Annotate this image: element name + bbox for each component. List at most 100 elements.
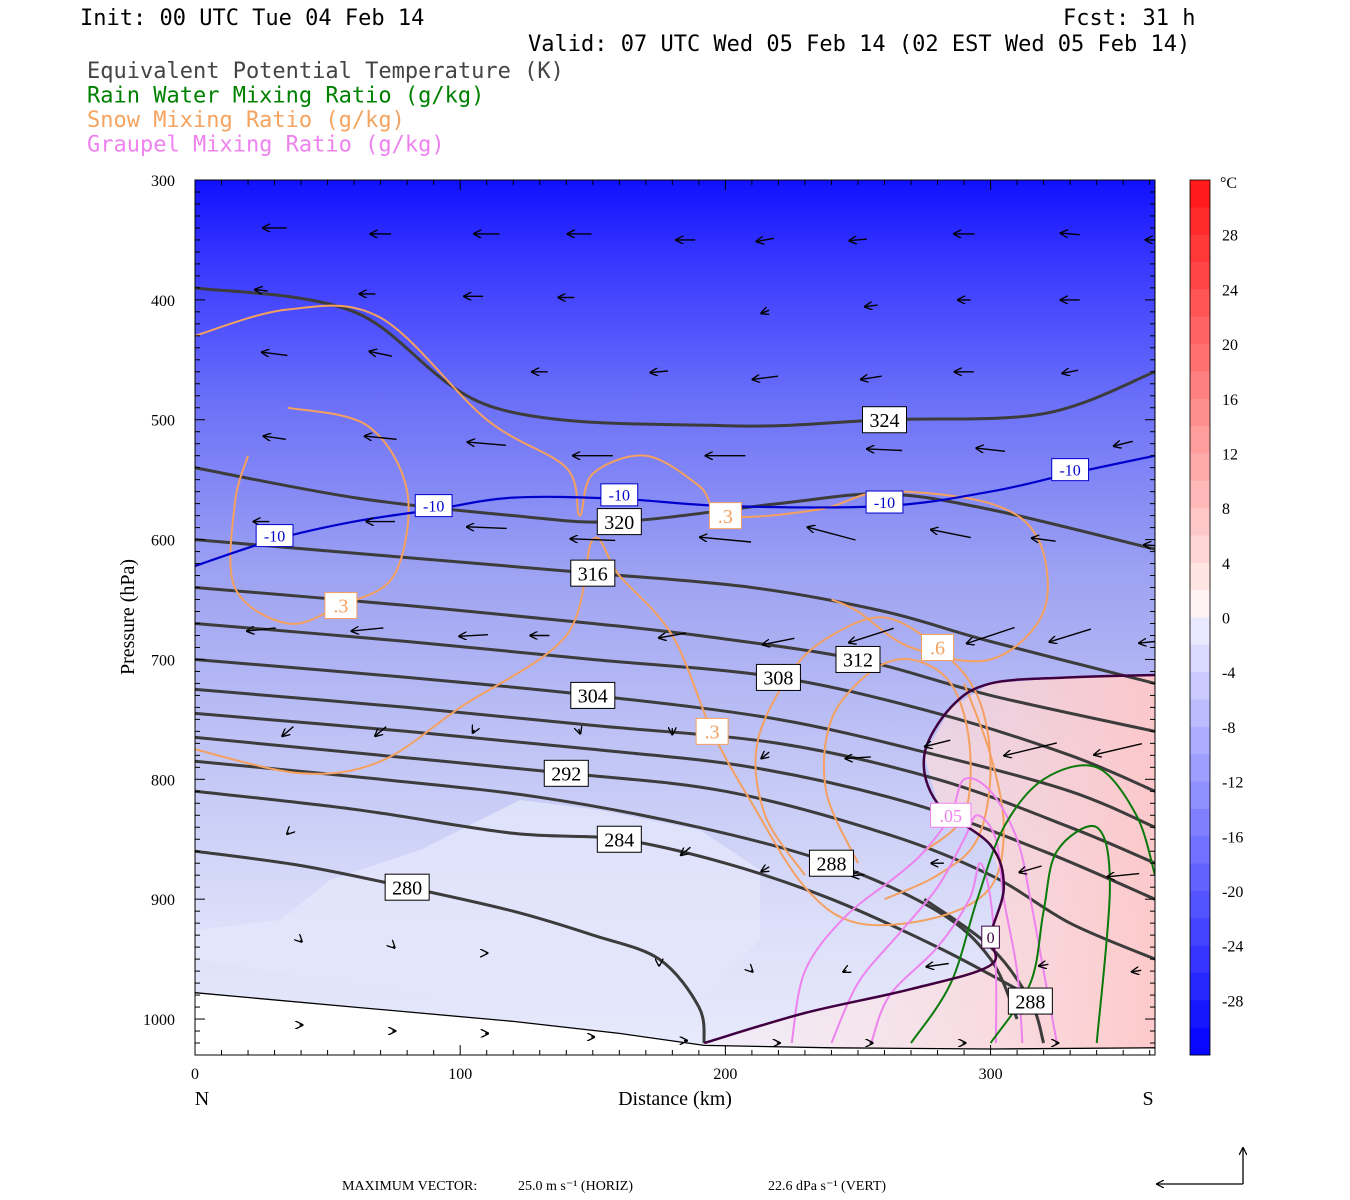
svg-text:-10: -10: [423, 498, 444, 515]
wind-vector: [247, 628, 276, 631]
svg-text:.3: .3: [333, 596, 348, 618]
max-vector-label: MAXIMUM VECTOR:: [342, 1179, 477, 1194]
y-axis-label: Pressure (hPa): [117, 559, 139, 675]
wind-vector: [756, 238, 775, 241]
y-tick-label: 300: [151, 173, 175, 190]
terrain-fill: [195, 992, 1155, 1055]
colorbar: 28 24 20 16 12 8 4 0 -4 -8 -12 -16 -20 -24 -28: [1189, 179, 1243, 1056]
rain-contour: [989, 825, 1111, 1044]
colorbar-tick-label: 12: [1222, 446, 1238, 463]
wind-vector: [849, 239, 867, 241]
wind-vector: [1094, 743, 1143, 755]
theta-e-contour: [195, 622, 1155, 793]
wind-vector: [925, 739, 951, 746]
colorbar-swatch: [1190, 344, 1210, 372]
x-tick-label: 200: [713, 1066, 737, 1083]
theta-e-label: 316: [570, 559, 616, 587]
svg-text:-10: -10: [874, 495, 895, 512]
snow-label: .6: [921, 633, 955, 661]
theta-e-label: 304: [570, 681, 616, 709]
svg-text:316: 316: [578, 563, 608, 585]
svg-text:284: 284: [604, 829, 634, 851]
colorbar-swatch: [1190, 535, 1210, 564]
colorbar-swatch: [1190, 699, 1210, 728]
colorbar-frame: [1189, 179, 1211, 1056]
colorbar-swatch: [1190, 1000, 1210, 1029]
wind-vector: [1144, 545, 1155, 547]
svg-text:0: 0: [987, 930, 995, 947]
theta-e-contour: [195, 466, 1155, 551]
colorbar-tick-label: -16: [1222, 829, 1243, 846]
colorbar-tick-label: 20: [1222, 337, 1238, 354]
wind-vector: [287, 833, 289, 835]
wind-vector: [926, 964, 949, 967]
plot-area: 280 284 288 292 304 308 312 316 320 324 288 .3 .3 .3.…: [195, 180, 1155, 1055]
axes: 300 400 500 600 700 800 900 1000 0 100 200 300: [143, 173, 1155, 1083]
plot-frame: [194, 179, 1156, 1056]
isotherm-zero: [703, 673, 1155, 1045]
wind-vector: [762, 637, 795, 644]
wind-vector: [1062, 370, 1079, 373]
colorbar-tick-label: 0: [1222, 611, 1230, 628]
theta-e-label: 292: [543, 759, 589, 787]
colorbar-swatch: [1190, 617, 1210, 646]
wind-vector: [1049, 628, 1092, 642]
isotherm-minus10-label: -10: [414, 494, 453, 518]
colorbar-swatch: [1190, 207, 1210, 236]
wind-vector: [650, 371, 668, 373]
colorbar-tick-label: 8: [1222, 501, 1230, 518]
theta-e-label: 288: [808, 849, 854, 877]
wind-vector: [351, 628, 384, 631]
wind-vector: [931, 530, 971, 539]
theta-e-contour: [195, 849, 706, 1044]
svg-text:288: 288: [1015, 991, 1045, 1013]
init-time: Init: 00 UTC Tue 04 Feb 14: [80, 6, 424, 31]
theta-e-contour: [195, 586, 1155, 733]
wind-vector: [1132, 970, 1142, 972]
colorbar-swatch: [1190, 398, 1210, 427]
colorbar-swatch: [1190, 836, 1210, 865]
theta-e-contour: [195, 658, 1155, 829]
wind-vector: [255, 290, 268, 292]
y-tick-label: 600: [151, 533, 175, 550]
theta-e-label: 284: [596, 825, 642, 853]
snow-label: .3: [695, 717, 729, 745]
colorbar-tick-label: 28: [1222, 228, 1238, 245]
theta-e-label: 312: [835, 645, 881, 673]
y-tick-label: 900: [151, 892, 175, 909]
wind-vector: [468, 442, 506, 445]
colorbar-swatch: [1190, 480, 1210, 509]
snow-label: .3: [324, 592, 358, 620]
colorbar-swatch: [1190, 945, 1210, 974]
x-axis-label: Distance (km): [618, 1088, 732, 1110]
x-end-label-north: N: [195, 1088, 209, 1110]
wind-vector: [579, 729, 581, 734]
colorbar-swatch: [1190, 262, 1210, 290]
graupel-contour: [870, 862, 998, 1044]
wind-vector: [459, 635, 488, 637]
wind-vector: [761, 310, 769, 313]
colorbar-swatch: [1190, 863, 1210, 892]
wind-vector: [752, 376, 779, 379]
theta-e-label: 288: [1007, 987, 1053, 1015]
field-legend-entry: Graupel Mixing Ratio (g/kg): [87, 133, 445, 158]
wind-vector: [467, 527, 507, 529]
wind-vector: [1139, 640, 1155, 643]
wind-vector: [761, 752, 769, 758]
snow-contour: [195, 536, 1005, 927]
colorbar-swatch: [1190, 371, 1210, 400]
svg-text:.3: .3: [705, 722, 720, 744]
field-legend-entry: Rain Water Mixing Ratio (g/kg): [87, 84, 484, 109]
colorbar-tick-label: 16: [1222, 392, 1238, 409]
wind-vector: [681, 846, 691, 855]
svg-text:-10: -10: [1059, 462, 1080, 479]
isotherm-minus10-label: -10: [865, 490, 904, 514]
svg-text:.3: .3: [718, 506, 733, 528]
max-vector-vert: 22.6 dPa s⁻¹ (VERT): [768, 1179, 886, 1194]
reference-vector-icon: [1157, 1148, 1243, 1184]
theta-e-contour: [195, 538, 1155, 685]
colorbar-tick-label: -12: [1222, 775, 1243, 792]
svg-text:280: 280: [392, 877, 422, 899]
wind-vector: [751, 970, 753, 972]
colorbar-swatch: [1190, 453, 1210, 482]
